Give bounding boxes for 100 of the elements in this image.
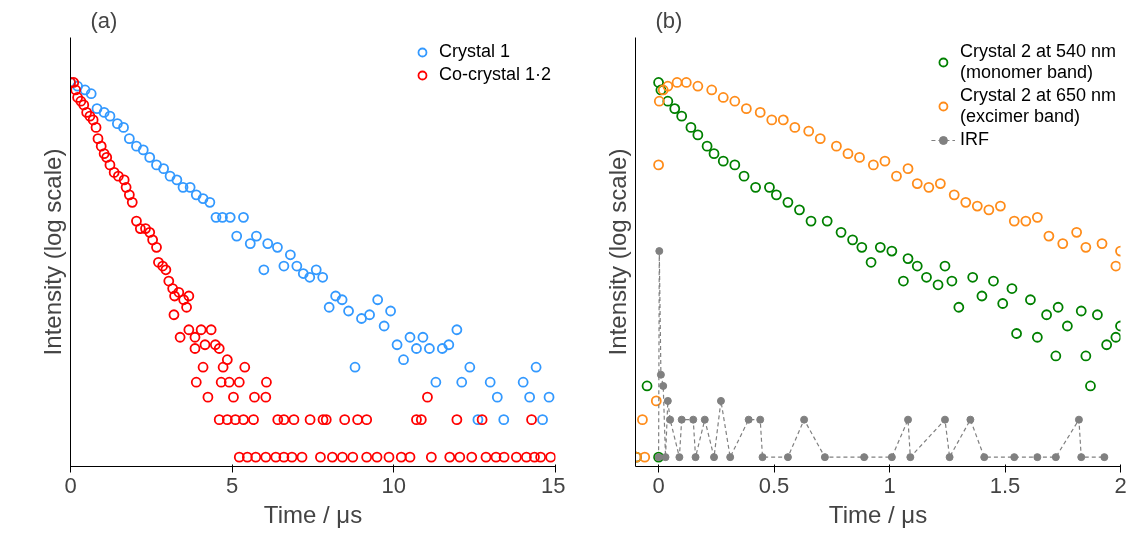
point <box>676 110 688 122</box>
y-axis-title: Intensity (log scale) <box>603 148 631 356</box>
point <box>692 129 704 141</box>
point <box>860 453 869 462</box>
point <box>1092 309 1103 321</box>
point <box>835 226 847 238</box>
point <box>777 114 789 126</box>
legend-label: Crystal 2 at 650 nm (excimer band) <box>959 85 1116 127</box>
point <box>821 215 833 227</box>
point <box>800 415 809 424</box>
x-tick-label: 10 <box>381 472 407 498</box>
point <box>886 245 898 257</box>
point <box>794 204 805 216</box>
point <box>1075 305 1087 317</box>
point <box>1096 238 1108 249</box>
point <box>1033 453 1042 462</box>
point <box>842 148 854 160</box>
point <box>1052 301 1064 313</box>
point <box>1008 215 1020 227</box>
point <box>1110 331 1121 343</box>
point <box>803 125 815 137</box>
point <box>820 453 829 462</box>
point <box>1043 230 1055 242</box>
x-tick-label: 0.5 <box>758 472 790 498</box>
point <box>1101 339 1113 351</box>
point <box>891 170 902 182</box>
point <box>831 140 842 152</box>
point <box>980 453 989 462</box>
point <box>988 275 999 287</box>
point <box>1010 453 1019 462</box>
point <box>692 80 704 92</box>
point <box>656 370 665 379</box>
point <box>923 181 935 193</box>
point <box>639 451 651 463</box>
point <box>1100 453 1109 462</box>
point <box>729 159 741 171</box>
legend-label: IRF <box>959 129 989 150</box>
point <box>1080 350 1092 362</box>
point <box>756 415 765 424</box>
point <box>691 453 700 462</box>
point <box>865 256 877 268</box>
point <box>706 84 718 96</box>
point <box>662 95 674 107</box>
point <box>782 196 794 208</box>
point <box>945 453 954 462</box>
point <box>898 275 909 287</box>
point <box>661 453 670 462</box>
point <box>1080 241 1092 253</box>
point <box>867 159 879 171</box>
point <box>997 298 1009 309</box>
point <box>655 247 664 256</box>
point <box>653 77 664 88</box>
point <box>744 415 753 424</box>
point <box>662 80 674 92</box>
point <box>716 396 725 405</box>
legend-label: Crystal 1 <box>438 41 510 62</box>
point <box>708 148 720 160</box>
point <box>953 301 965 313</box>
point <box>971 200 983 212</box>
point <box>1025 294 1036 306</box>
x-axis-title: Time / μs <box>263 500 363 528</box>
point <box>805 215 817 227</box>
point <box>1085 380 1096 392</box>
point <box>906 453 915 462</box>
point <box>666 415 675 424</box>
point <box>663 396 672 405</box>
y-axis-title: Intensity (log scale) <box>38 148 66 356</box>
point <box>966 415 975 424</box>
point <box>1011 328 1022 339</box>
x-tick-label: 15 <box>541 472 566 498</box>
point <box>738 170 750 182</box>
point <box>1051 453 1060 462</box>
point <box>710 453 719 462</box>
point <box>717 92 729 103</box>
point <box>814 133 826 145</box>
point <box>995 200 1006 212</box>
point <box>1061 320 1073 332</box>
point <box>700 415 709 424</box>
point <box>1057 238 1069 249</box>
point <box>641 380 653 392</box>
x-tick-label: 2 <box>1114 472 1127 498</box>
point <box>983 204 995 216</box>
point <box>948 189 960 201</box>
point <box>1006 283 1018 294</box>
point <box>783 453 792 462</box>
point <box>653 95 665 107</box>
point <box>766 114 778 126</box>
point <box>921 271 932 283</box>
point <box>701 140 713 152</box>
point <box>934 178 946 190</box>
point <box>758 453 767 462</box>
point <box>904 415 913 424</box>
point <box>677 415 686 424</box>
point <box>653 159 664 171</box>
point <box>789 122 801 133</box>
point <box>1077 453 1086 462</box>
point <box>874 241 886 253</box>
point <box>1031 331 1043 343</box>
point <box>764 181 775 193</box>
point <box>960 196 972 208</box>
